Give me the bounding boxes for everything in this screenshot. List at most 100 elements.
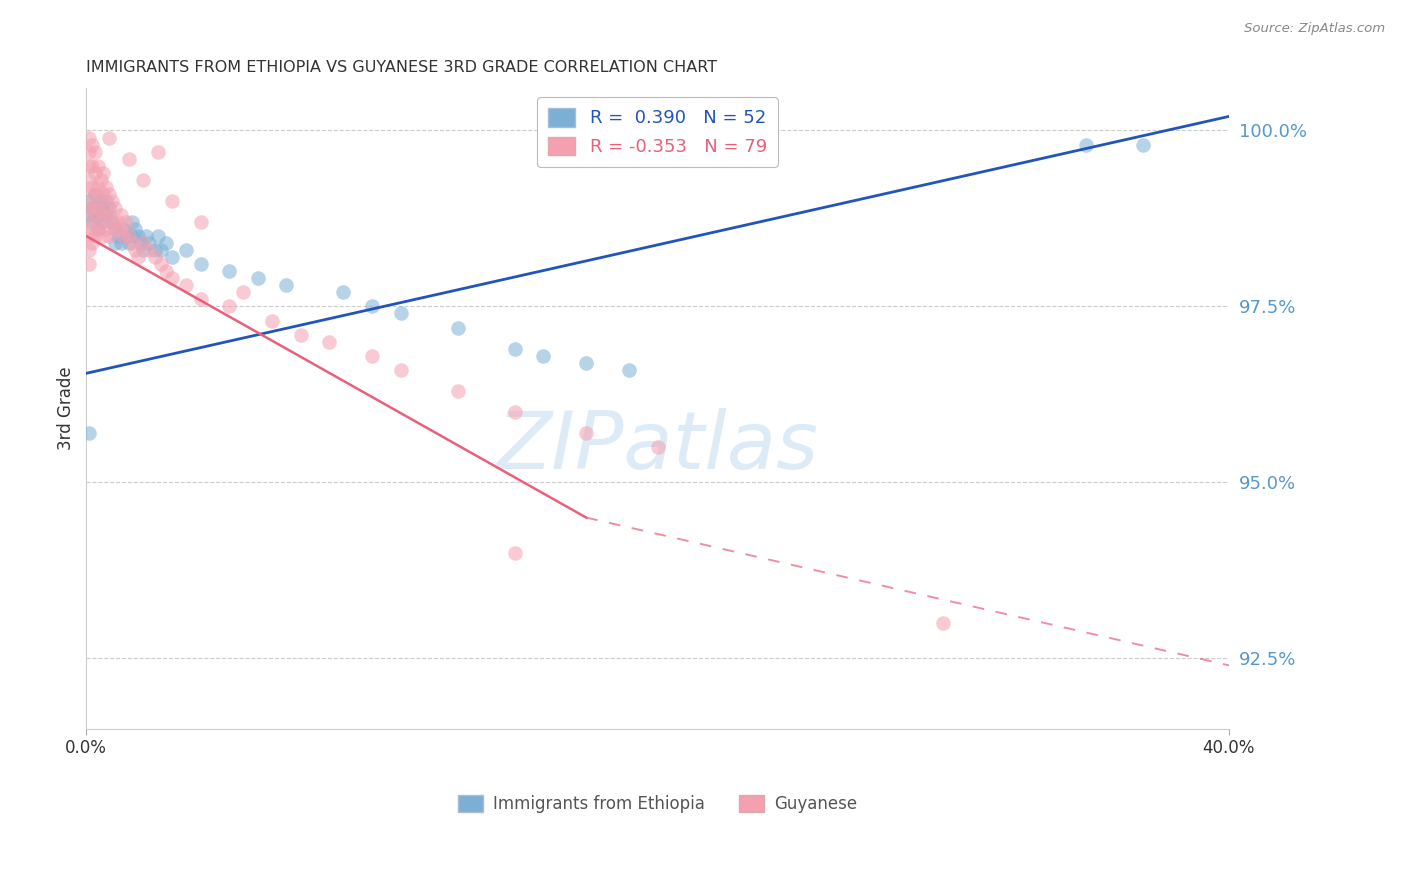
Point xyxy=(135,229,157,244)
Point xyxy=(77,426,100,441)
Point xyxy=(575,426,598,441)
Point xyxy=(110,236,132,251)
Point xyxy=(155,264,177,278)
Point xyxy=(83,166,105,180)
Point xyxy=(124,243,146,257)
Point xyxy=(1132,137,1154,152)
Point xyxy=(107,215,129,229)
Point xyxy=(104,236,127,251)
Point xyxy=(218,264,240,278)
Point xyxy=(174,278,197,293)
Point xyxy=(127,250,149,264)
Point xyxy=(160,250,183,264)
Point xyxy=(132,243,155,257)
Point xyxy=(87,179,110,194)
Point xyxy=(121,236,143,251)
Point xyxy=(80,222,103,236)
Point xyxy=(96,194,118,208)
Point xyxy=(143,243,166,257)
Point xyxy=(87,222,110,236)
Point xyxy=(174,243,197,257)
Point xyxy=(96,222,118,236)
Point xyxy=(218,300,240,314)
Point xyxy=(121,215,143,229)
Point xyxy=(118,229,141,244)
Point xyxy=(118,152,141,166)
Point xyxy=(83,208,105,222)
Point xyxy=(361,300,384,314)
Point xyxy=(77,130,100,145)
Point xyxy=(260,313,283,327)
Point xyxy=(98,208,121,222)
Point xyxy=(87,159,110,173)
Point xyxy=(96,208,118,222)
Point xyxy=(389,306,412,320)
Y-axis label: 3rd Grade: 3rd Grade xyxy=(58,367,75,450)
Point xyxy=(932,616,955,631)
Point xyxy=(77,201,100,215)
Point xyxy=(101,194,124,208)
Point xyxy=(112,222,135,236)
Point xyxy=(93,201,115,215)
Point xyxy=(80,215,103,229)
Point xyxy=(138,236,160,251)
Point xyxy=(146,145,169,159)
Text: Source: ZipAtlas.com: Source: ZipAtlas.com xyxy=(1244,22,1385,36)
Point xyxy=(132,236,155,251)
Point xyxy=(232,285,254,300)
Point xyxy=(93,208,115,222)
Point xyxy=(246,271,269,285)
Point xyxy=(77,257,100,271)
Point xyxy=(115,215,138,229)
Point xyxy=(83,229,105,244)
Point xyxy=(90,194,112,208)
Point xyxy=(107,229,129,244)
Point xyxy=(96,179,118,194)
Point xyxy=(110,222,132,236)
Point xyxy=(446,320,468,334)
Point xyxy=(318,334,340,349)
Point xyxy=(118,236,141,251)
Point xyxy=(531,349,554,363)
Point xyxy=(138,243,160,257)
Point xyxy=(129,236,152,251)
Legend: Immigrants from Ethiopia, Guyanese: Immigrants from Ethiopia, Guyanese xyxy=(451,789,863,820)
Point xyxy=(190,215,212,229)
Point xyxy=(83,186,105,201)
Point xyxy=(575,356,598,370)
Point xyxy=(77,243,100,257)
Point xyxy=(160,194,183,208)
Point xyxy=(121,229,143,244)
Point xyxy=(90,194,112,208)
Point xyxy=(112,229,135,244)
Point xyxy=(93,229,115,244)
Point xyxy=(90,173,112,187)
Point xyxy=(190,257,212,271)
Point xyxy=(503,405,526,419)
Point xyxy=(124,222,146,236)
Point xyxy=(617,363,640,377)
Point xyxy=(104,201,127,215)
Point xyxy=(647,440,669,454)
Point xyxy=(80,179,103,194)
Point xyxy=(80,201,103,215)
Point xyxy=(96,201,118,215)
Point xyxy=(190,293,212,307)
Point xyxy=(149,243,172,257)
Point xyxy=(98,201,121,215)
Point xyxy=(101,215,124,229)
Text: ZIPatlas: ZIPatlas xyxy=(496,408,818,486)
Point xyxy=(276,278,298,293)
Point xyxy=(503,342,526,356)
Point xyxy=(115,229,138,244)
Point xyxy=(143,250,166,264)
Text: IMMIGRANTS FROM ETHIOPIA VS GUYANESE 3RD GRADE CORRELATION CHART: IMMIGRANTS FROM ETHIOPIA VS GUYANESE 3RD… xyxy=(86,60,717,75)
Point xyxy=(104,222,127,236)
Point xyxy=(80,137,103,152)
Point xyxy=(77,215,100,229)
Point xyxy=(80,236,103,251)
Point xyxy=(90,215,112,229)
Point xyxy=(80,201,103,215)
Point xyxy=(155,236,177,251)
Point xyxy=(77,194,100,208)
